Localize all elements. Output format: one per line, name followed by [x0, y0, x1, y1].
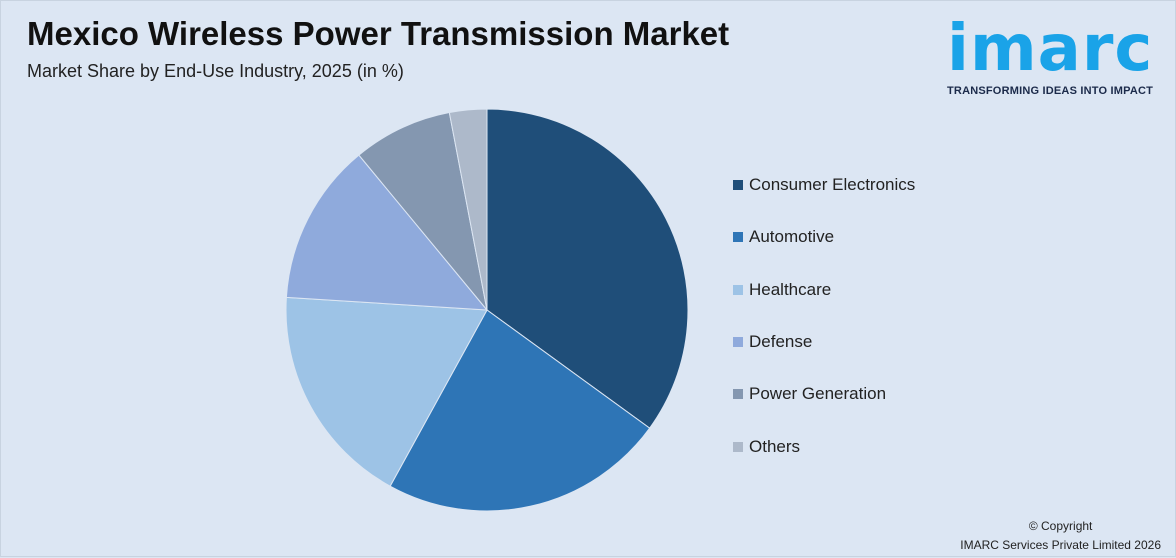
- legend-swatch: [733, 337, 743, 348]
- legend-item: Automotive: [733, 211, 915, 263]
- pie-slice-healthcare: [285, 296, 488, 487]
- legend-item: Healthcare: [733, 264, 915, 316]
- legend-label: Healthcare: [749, 279, 832, 299]
- pie-slice-automotive: [389, 309, 651, 512]
- pie-slice-defense: [285, 154, 489, 311]
- legend-label: Defense: [749, 332, 813, 352]
- legend-swatch: [733, 389, 743, 400]
- copyright-company: IMARC Services Private Limited 2026: [960, 538, 1161, 552]
- legend-label: Others: [749, 436, 801, 456]
- legend-swatch: [733, 232, 743, 243]
- pie-slice-others: [448, 108, 488, 311]
- chart-subtitle: Market Share by End-Use Industry, 2025 (…: [27, 61, 404, 81]
- logo-wordmark: imarc: [947, 12, 1154, 86]
- legend-item: Defense: [733, 316, 915, 368]
- pie-slice-consumer-electronics: [486, 108, 689, 429]
- legend-swatch: [733, 441, 743, 452]
- legend: Consumer Electronics Automotive Healthcare…: [733, 159, 915, 473]
- legend-item: Consumer Electronics: [733, 159, 915, 211]
- chart-title: Mexico Wireless Power Transmission Marke…: [27, 15, 730, 52]
- imarc-logo: imarc TRANSFORMING IDEAS INTO IMPACT: [947, 13, 1172, 97]
- legend-label: Power Generation: [749, 384, 887, 404]
- logo-tagline: TRANSFORMING IDEAS INTO IMPACT: [947, 85, 1154, 97]
- copyright-label: © Copyright: [1028, 519, 1093, 533]
- legend-item: Power Generation: [733, 368, 915, 420]
- legend-label: Automotive: [749, 227, 835, 247]
- pie-slice-power-generation: [358, 111, 488, 311]
- legend-label: Consumer Electronics: [749, 175, 916, 195]
- copyright: © Copyright IMARC Services Private Limit…: [960, 517, 1161, 555]
- legend-item: Others: [733, 420, 915, 472]
- legend-swatch: [733, 180, 743, 191]
- legend-swatch: [733, 284, 743, 295]
